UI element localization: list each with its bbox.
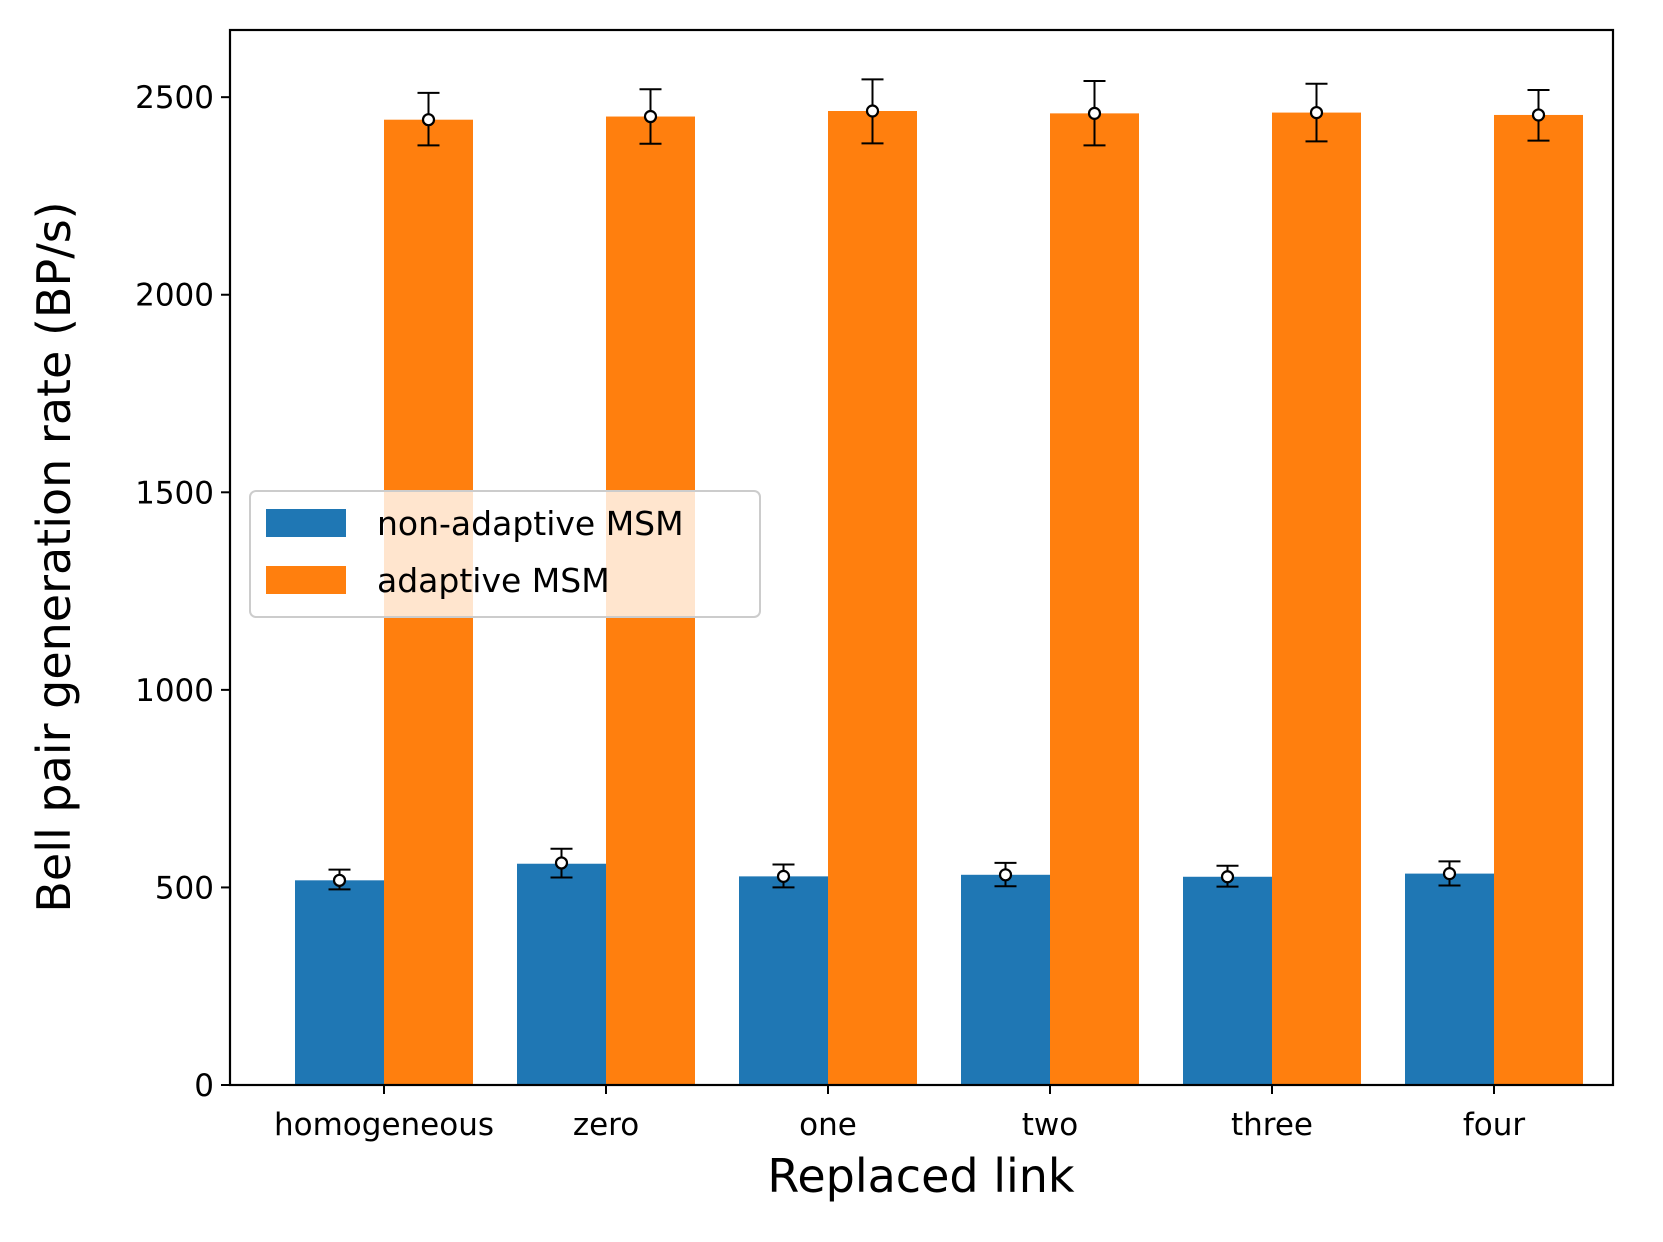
x-tick-label: three: [1231, 1107, 1313, 1143]
x-tick-label: four: [1463, 1107, 1526, 1143]
errorbar-adaptive-zero: [639, 88, 662, 145]
bar-adaptive-four: [1494, 114, 1583, 1085]
errorbar-non-adaptive-three: [1216, 864, 1239, 888]
errorbar-non-adaptive-homogeneous: [328, 868, 351, 891]
y-tick-label: 2500: [135, 80, 214, 116]
bar-non-adaptive-zero: [517, 863, 606, 1085]
x-tick-label: two: [1022, 1107, 1078, 1143]
mean-marker: [1220, 870, 1235, 884]
mean-marker: [865, 104, 880, 118]
mean-marker: [776, 869, 791, 883]
errorbar-non-adaptive-zero: [550, 847, 573, 879]
mean-marker: [643, 109, 658, 124]
x-axis: homogeneous zero one two three four: [274, 1085, 1525, 1143]
y-axis: 0 500 1000 1500 2000 2500: [135, 80, 230, 1104]
legend-label-adaptive: adaptive MSM: [377, 561, 610, 600]
bar-non-adaptive-one: [739, 876, 828, 1085]
bar-non-adaptive-three: [1183, 876, 1272, 1085]
y-tick-label: 1500: [135, 475, 214, 511]
mean-marker: [421, 113, 436, 127]
errorbar-adaptive-three: [1305, 82, 1328, 143]
errorbar-adaptive-homogeneous: [417, 91, 440, 147]
errorbars-layer: [328, 78, 1550, 891]
y-tick-label: 0: [194, 1068, 214, 1104]
x-tick-label: zero: [573, 1107, 639, 1143]
mean-marker: [1309, 105, 1324, 120]
mean-marker: [1087, 106, 1102, 120]
x-tick-label: homogeneous: [274, 1107, 494, 1143]
plot-frame: [228, 28, 1615, 1087]
bars-layer: [295, 111, 1583, 1086]
legend-swatch-adaptive: [266, 566, 346, 594]
errorbar-adaptive-two: [1083, 79, 1106, 147]
y-tick-label: 2000: [135, 278, 214, 314]
x-axis-title: Replaced link: [767, 1149, 1074, 1203]
mean-marker: [998, 868, 1013, 882]
legend-label-non-adaptive: non-adaptive MSM: [377, 504, 684, 543]
errorbar-non-adaptive-four: [1438, 860, 1461, 887]
y-axis-title: Bell pair generation rate (BP/s): [27, 201, 81, 912]
errorbar-non-adaptive-one: [772, 863, 795, 889]
y-tick-label: 500: [155, 870, 214, 906]
mean-marker: [1442, 867, 1457, 881]
bar-adaptive-one: [828, 111, 917, 1085]
mean-marker: [1531, 108, 1546, 122]
bar-adaptive-three: [1272, 112, 1361, 1085]
legend-swatch-non-adaptive: [266, 509, 346, 537]
bar-adaptive-two: [1050, 113, 1139, 1085]
x-tick-label: one: [799, 1107, 857, 1143]
legend: non-adaptive MSM adaptive MSM: [249, 490, 761, 618]
bar-non-adaptive-two: [961, 874, 1050, 1085]
y-tick-label: 1000: [135, 673, 214, 709]
bar-non-adaptive-four: [1405, 873, 1494, 1085]
errorbar-adaptive-four: [1527, 89, 1550, 142]
errorbar-adaptive-one: [861, 78, 884, 145]
errorbar-non-adaptive-two: [994, 861, 1017, 888]
mean-marker: [554, 856, 569, 870]
mean-marker: [332, 873, 347, 887]
bar-non-adaptive-homogeneous: [295, 880, 384, 1085]
legend-box: [249, 490, 761, 618]
